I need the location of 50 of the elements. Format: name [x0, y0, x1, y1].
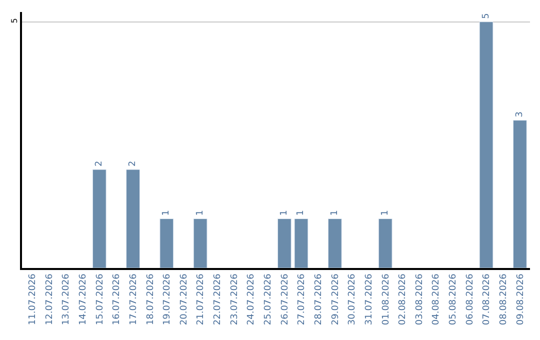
x-tick-label: 29.07.2026: [330, 273, 341, 326]
x-tick-label: 22.07.2026: [213, 273, 224, 326]
bar: [193, 218, 208, 268]
bar: [277, 218, 292, 268]
data-label: 3: [514, 112, 525, 118]
x-tick-label: 02.08.2026: [398, 273, 408, 326]
data-label: 2: [94, 160, 104, 167]
x-tick-label: 31.07.2026: [364, 273, 374, 326]
x-tick-label: 12.07.2026: [44, 273, 55, 326]
x-tick-label: 17.07.2026: [128, 273, 139, 326]
data-label: 1: [195, 210, 206, 216]
x-tick-label: 03.08.2026: [414, 273, 425, 326]
x-tick-label: 08.08.2026: [499, 273, 510, 326]
bar: [92, 169, 106, 268]
x-tick-label: 09.08.2026: [516, 273, 526, 326]
bar: [160, 218, 174, 268]
x-tick-label: 16.07.2026: [112, 273, 122, 326]
x-tick-label: 19.07.2026: [162, 273, 173, 326]
x-tick-label: 23.07.2026: [230, 273, 240, 326]
data-label: 1: [380, 210, 390, 216]
bar: [512, 120, 527, 268]
x-tick-label: 14.07.2026: [78, 273, 88, 326]
bar: [378, 218, 392, 268]
x-tick-label: 25.07.2026: [264, 273, 274, 326]
x-tick-label: 01.08.2026: [381, 273, 392, 326]
x-tick-label: 04.08.2026: [432, 273, 442, 326]
x-tick-label: 18.07.2026: [146, 273, 156, 326]
x-tick-label: 15.07.2026: [95, 273, 106, 326]
data-label: 1: [162, 210, 172, 216]
x-tick-label: 13.07.2026: [62, 273, 72, 326]
bar: [294, 218, 308, 268]
data-label: 1: [296, 210, 306, 216]
x-tick-label: 06.08.2026: [465, 273, 476, 326]
data-label: 1: [330, 210, 340, 216]
x-tick-label: 30.07.2026: [348, 273, 358, 326]
data-label: 1: [279, 210, 290, 216]
data-label: 2: [128, 160, 138, 167]
x-tick-label: 24.07.2026: [246, 273, 257, 326]
x-tick-label: 07.08.2026: [482, 273, 492, 326]
x-tick-label: 26.07.2026: [280, 273, 290, 326]
x-tick-label: 20.07.2026: [179, 273, 190, 326]
x-tick-label: 27.07.2026: [297, 273, 308, 326]
x-tick-label: 21.07.2026: [196, 273, 206, 326]
x-tick-label: 28.07.2026: [314, 273, 324, 326]
bar: [328, 218, 342, 268]
bar: [479, 22, 494, 268]
data-label: 5: [481, 13, 492, 19]
x-tick-label: 11.07.2026: [28, 273, 38, 326]
x-tick-label: 05.08.2026: [448, 273, 459, 326]
bar: [126, 169, 140, 268]
